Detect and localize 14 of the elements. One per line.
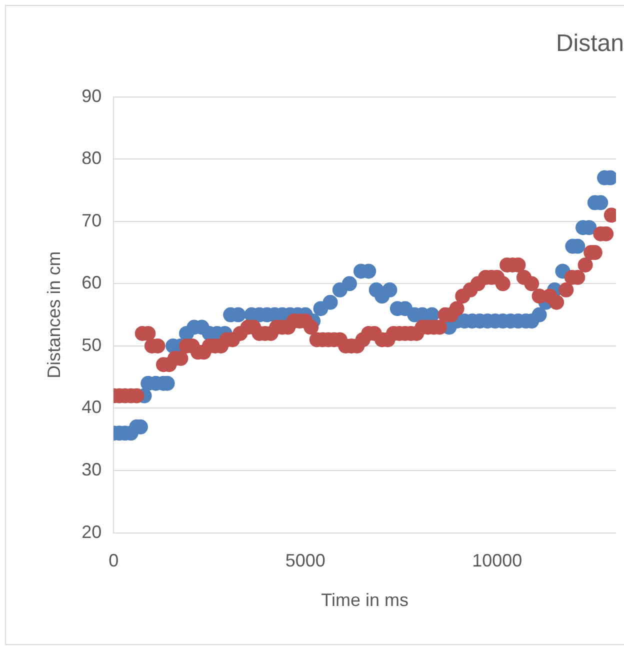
x-tick-label: 10000 xyxy=(472,550,522,571)
y-tick-label: 50 xyxy=(82,334,102,355)
y-tick-label: 80 xyxy=(82,148,102,168)
y-tick-label: 30 xyxy=(82,459,102,480)
chart-title: Distan xyxy=(556,30,624,58)
x-tick-label: 5000 xyxy=(285,550,326,571)
y-tick-label: 20 xyxy=(82,522,102,542)
y-tick-label: 60 xyxy=(82,272,102,293)
x-axis-title: Time in ms xyxy=(321,590,408,610)
y-axis-title: Distances in cm xyxy=(44,251,64,378)
y-tick-label: 90 xyxy=(82,86,102,106)
y-tick-label: 70 xyxy=(82,210,102,230)
y-tick-label: 40 xyxy=(82,397,102,418)
x-tick-label: 0 xyxy=(108,550,119,571)
